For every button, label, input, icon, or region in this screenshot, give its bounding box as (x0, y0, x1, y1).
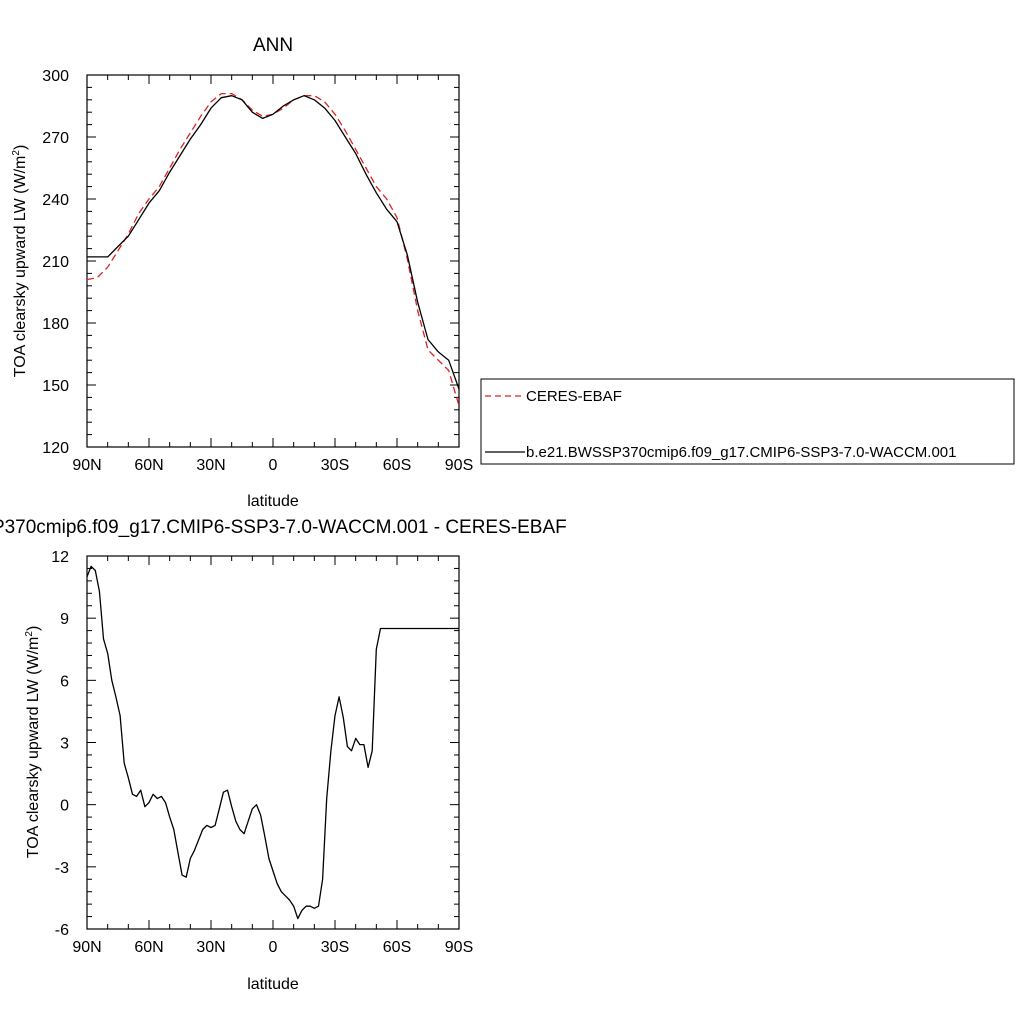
top-x-axis-title: latitude (247, 493, 299, 510)
bottom-y-axis-title-text: TOA clearsky upward LW (W/m (25, 637, 42, 859)
bottom-x-tick-label: 60N (134, 939, 163, 956)
top-series-line-0 (86, 92, 460, 406)
bottom-series-line-0 (86, 565, 459, 920)
bottom-y-tick-label: -3 (55, 860, 69, 877)
top-panel: ANN 90N 60N 30N 0 30S 60S 90S 120 150 180 210 240 27… (11, 35, 1015, 510)
top-axis-ticks: 90N 60N 30N 0 30S 60S 90S 120 150 180 210 240 270 300 (42, 68, 473, 474)
top-plot-frame (86, 74, 460, 448)
bottom-x-tick-label: 30S (321, 939, 349, 956)
bottom-x-tick-label: 0 (269, 939, 278, 956)
top-x-tick-label: 0 (269, 457, 278, 474)
legend-label-ceres: CERES-EBAF (526, 388, 622, 405)
bottom-x-tick-label: 90S (445, 939, 473, 956)
bottom-y-tick-label: -6 (55, 922, 69, 939)
bottom-y-tick-label: 9 (60, 611, 69, 628)
legend-box (480, 378, 1015, 465)
top-y-axis-title: TOA clearsky upward LW (W/m2) (11, 145, 29, 378)
top-y-axis-title-text: TOA clearsky upward LW (W/m (12, 156, 29, 378)
bottom-y-tick-label: 12 (51, 549, 69, 566)
top-x-tick-label: 90S (445, 457, 473, 474)
bottom-y-axis-title-close: ) (25, 626, 42, 631)
bottom-x-axis-title: latitude (247, 976, 299, 993)
bottom-panel: SP370cmip6.f09_g17.CMIP6-SSP3-7.0-WACCM.… (0, 517, 567, 993)
legend-label-model: b.e21.BWSSP370cmip6.f09_g17.CMIP6-SSP3-7… (526, 444, 956, 461)
bottom-x-tick-label: 90N (72, 939, 101, 956)
top-x-tick-label: 60N (134, 457, 163, 474)
top-x-tick-label: 30N (196, 457, 225, 474)
bottom-x-tick-label: 60S (383, 939, 411, 956)
bottom-y-axis-title-sup: 2 (24, 631, 35, 637)
top-y-tick-label: 270 (42, 130, 69, 147)
bottom-plot-title: SP370cmip6.f09_g17.CMIP6-SSP3-7.0-WACCM.… (0, 517, 567, 538)
top-y-tick-label: 240 (42, 192, 69, 209)
bottom-series-lines (86, 565, 459, 920)
top-y-tick-label: 180 (42, 316, 69, 333)
bottom-y-tick-label: 0 (60, 798, 69, 815)
top-series-lines (86, 92, 460, 406)
top-plot-title: ANN (253, 35, 293, 56)
top-y-tick-label: 150 (42, 378, 69, 395)
bottom-x-tick-label: 30N (196, 939, 225, 956)
top-y-tick-label: 210 (42, 254, 69, 271)
top-y-tick-label: 120 (42, 440, 69, 457)
top-x-tick-label: 60S (383, 457, 411, 474)
bottom-y-tick-label: 3 (60, 736, 69, 753)
top-series-line-1 (87, 95, 460, 390)
top-y-tick-label: 300 (42, 68, 69, 85)
top-x-tick-label: 30S (321, 457, 349, 474)
bottom-y-tick-label: 6 (60, 673, 69, 690)
top-y-axis-title-close: ) (12, 145, 29, 150)
bottom-y-axis-title: TOA clearsky upward LW (W/m2) (24, 626, 42, 859)
legend: CERES-EBAF b.e21.BWSSP370cmip6.f09_g17.C… (480, 378, 1015, 465)
top-y-axis-title-sup: 2 (11, 150, 22, 156)
top-x-tick-label: 90N (72, 457, 101, 474)
bottom-axis-ticks: 90N 60N 30N 0 30S 60S 90S -6 -3 0 3 6 9 12 (51, 549, 473, 956)
